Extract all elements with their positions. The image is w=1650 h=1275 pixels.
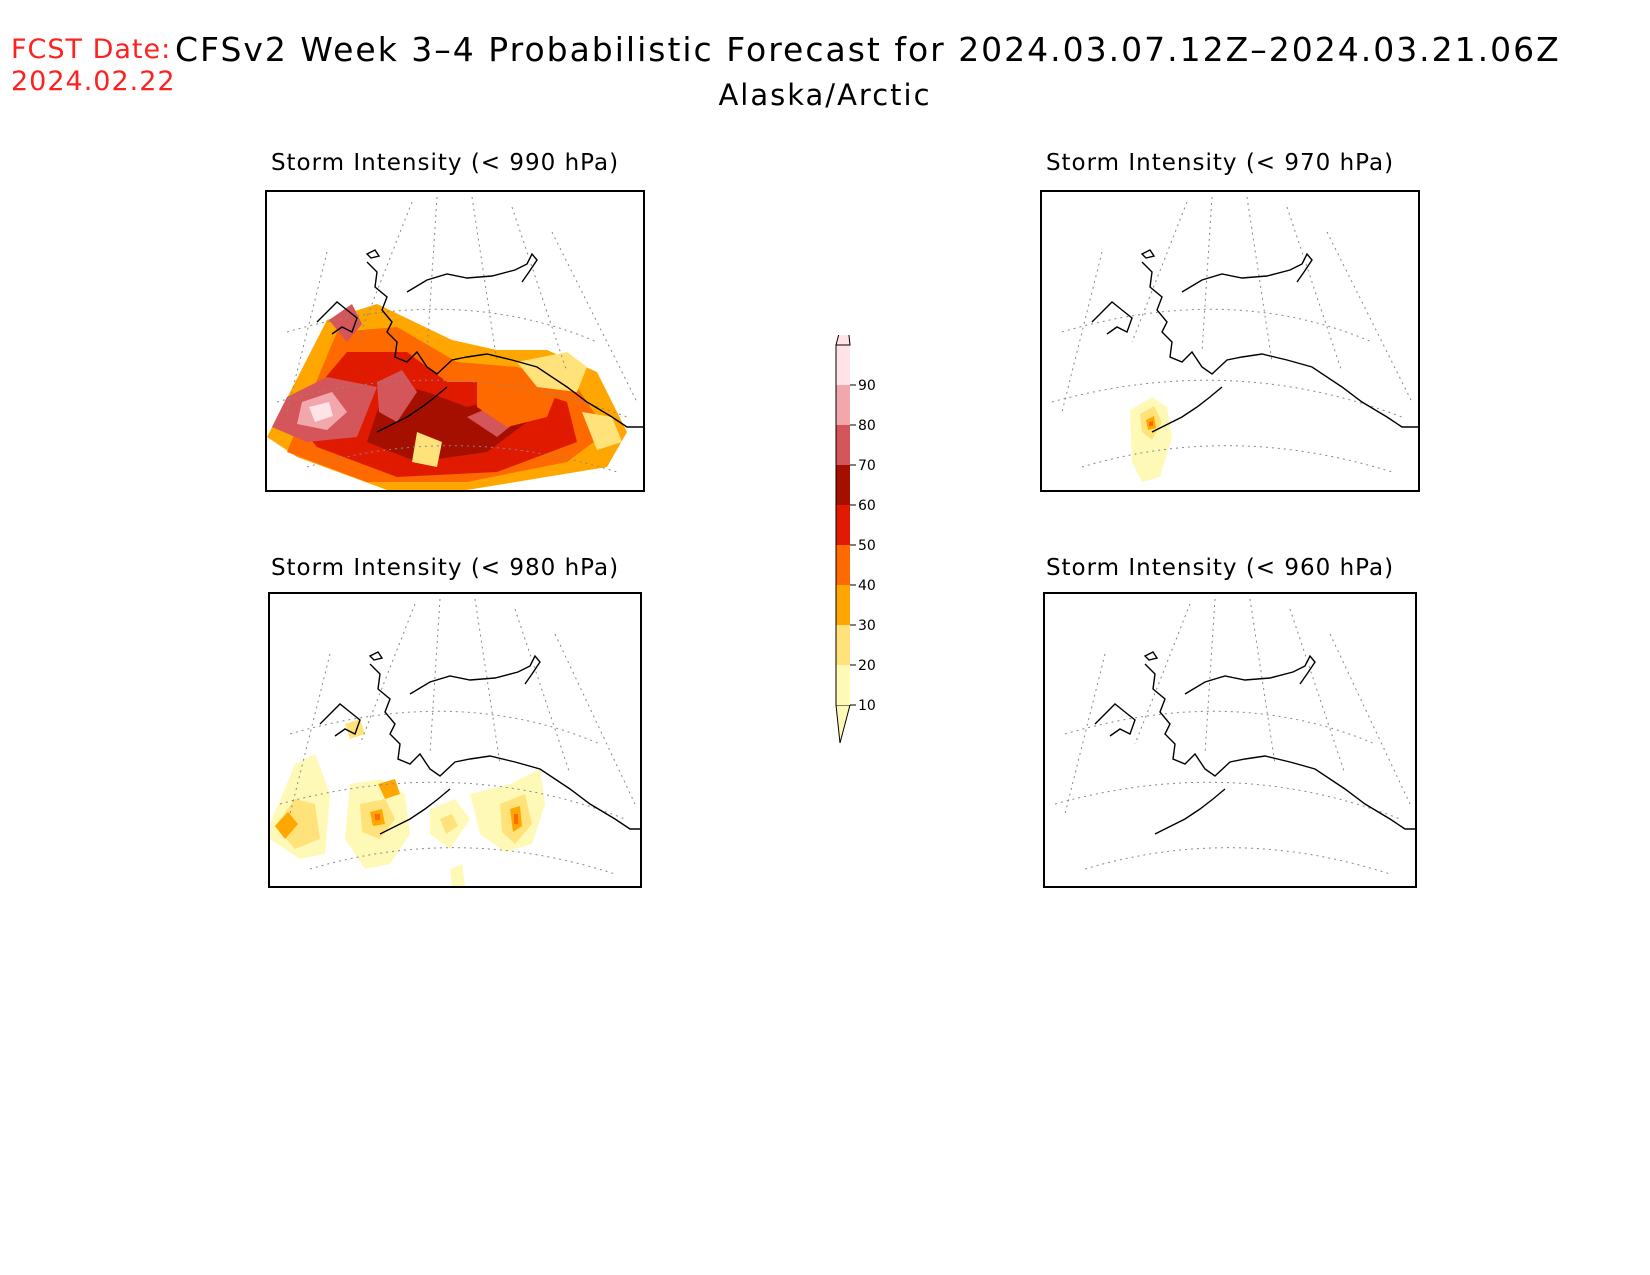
graticule-990 <box>276 196 638 473</box>
panel-title-960: Storm Intensity (< 960 hPa) <box>1045 555 1395 581</box>
coastline-960 <box>1094 651 1415 835</box>
colorbar-low-extension <box>835 704 851 744</box>
colorbar-swatch-6 <box>836 425 850 465</box>
region-subtitle: Alaska/Arctic <box>718 78 932 112</box>
colorbar-label-20: 20 <box>858 658 876 674</box>
map-panel-980 <box>268 592 642 888</box>
coastline-990 <box>316 249 643 433</box>
fcst-date-label: FCST Date: <box>11 34 172 65</box>
coastline-980 <box>319 651 640 835</box>
map-960-svg <box>1054 598 1415 875</box>
coastline-970 <box>1091 249 1418 433</box>
colorbar-high-extension <box>835 306 851 346</box>
probability-fill-990 <box>267 304 627 490</box>
panel-title-980: Storm Intensity (< 980 hPa) <box>270 555 620 581</box>
colorbar-label-40: 40 <box>858 578 876 594</box>
colorbar-swatch-5 <box>836 465 850 505</box>
colorbar-label-30: 30 <box>858 618 876 634</box>
page-title: CFSv2 Week 3–4 Probabilistic Forecast fo… <box>175 30 1561 69</box>
graticule-980 <box>279 598 636 875</box>
map-980-svg <box>270 598 640 886</box>
colorbar-swatch-0 <box>836 665 850 705</box>
graticule-960 <box>1054 598 1411 875</box>
map-panel-960 <box>1043 592 1417 888</box>
colorbar-label-60: 60 <box>858 498 876 514</box>
colorbar-swatch-8 <box>836 345 850 385</box>
colorbar-label-50: 50 <box>858 538 876 554</box>
probability-fill-980 <box>270 719 545 886</box>
map-panel-990 <box>265 190 645 492</box>
panel-title-970: Storm Intensity (< 970 hPa) <box>1045 150 1395 176</box>
map-990-svg <box>267 196 643 490</box>
colorbar-swatch-3 <box>836 545 850 585</box>
colorbar-swatch-7 <box>836 385 850 425</box>
colorbar-label-90: 90 <box>858 378 876 394</box>
colorbar-label-80: 80 <box>858 418 876 434</box>
graticule-970 <box>1051 196 1413 473</box>
panel-title-990: Storm Intensity (< 990 hPa) <box>270 150 620 176</box>
colorbar: 10 20 30 40 50 60 70 80 90 <box>820 306 890 759</box>
colorbar-swatch-1 <box>836 625 850 665</box>
colorbar-swatch-4 <box>836 505 850 545</box>
map-970-svg <box>1051 196 1418 482</box>
colorbar-swatch-2 <box>836 585 850 625</box>
map-panel-970 <box>1040 190 1420 492</box>
colorbar-label-70: 70 <box>858 458 876 474</box>
probability-fill-970 <box>1130 397 1172 482</box>
fcst-date-value: 2024.02.22 <box>11 66 176 97</box>
colorbar-label-10: 10 <box>858 698 876 714</box>
colorbar-svg: 10 20 30 40 50 60 70 80 90 <box>835 306 876 744</box>
